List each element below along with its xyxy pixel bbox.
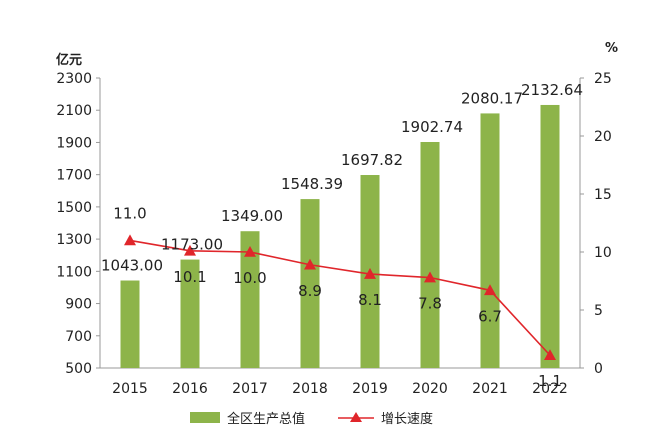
left-tick-label: 900: [65, 297, 92, 313]
left-tick-label: 2100: [56, 103, 92, 119]
left-tick-label: 700: [65, 329, 92, 345]
bar: [180, 259, 200, 368]
right-tick-label: 20: [594, 129, 612, 145]
left-tick-label: 500: [65, 361, 92, 377]
left-tick-label: 1900: [56, 135, 92, 151]
x-tick-label: 2022: [532, 381, 568, 397]
right-tick-label: 0: [594, 361, 603, 377]
x-tick-label: 2018: [292, 381, 328, 397]
bar: [300, 199, 320, 368]
right-tick-label: 5: [594, 303, 603, 319]
bar: [240, 231, 260, 368]
line-value-label: 7.8: [418, 295, 442, 313]
bar: [120, 280, 140, 368]
left-tick-label: 1300: [56, 232, 92, 248]
left-tick-label: 1500: [56, 200, 92, 216]
line-series: [124, 234, 556, 361]
x-tick-label: 2021: [472, 381, 508, 397]
growth-line: [129, 239, 551, 356]
left-tick-label: 2300: [56, 71, 92, 87]
bar-value-label: 1043.00: [101, 257, 163, 275]
legend-line-label: 增长速度: [381, 411, 433, 427]
bar: [540, 104, 560, 368]
line-point: [544, 349, 556, 361]
line-value-label: 10.0: [233, 269, 266, 287]
line-value-label: 8.1: [358, 291, 382, 309]
line-value-label: 8.9: [298, 282, 322, 300]
line-point: [364, 268, 376, 279]
legend-bar-label: 全区生产总值: [227, 411, 305, 427]
bar-value-label: 2132.64: [521, 81, 583, 99]
line-point: [484, 284, 496, 296]
legend-bar-swatch: [190, 412, 220, 423]
x-tick-label: 2016: [172, 381, 208, 397]
right-tick-label: 10: [594, 245, 612, 261]
x-tick-label: 2019: [352, 381, 388, 397]
bar-value-label: 1697.82: [341, 151, 403, 169]
line-value-label: 11.0: [113, 204, 146, 222]
bar: [420, 142, 440, 368]
axes: 5007009001100130015001700190021002300051…: [56, 41, 618, 397]
line-point: [184, 244, 196, 256]
bar-value-label: 1902.74: [401, 118, 463, 136]
data-labels: 1043.00 1173.00 1349.00 1548.39 1697.82 1902.…: [101, 81, 583, 390]
line-point: [424, 271, 436, 283]
line-value-label: 6.7: [478, 307, 502, 325]
legend-line-marker: [350, 412, 362, 422]
x-tick-label: 2017: [232, 381, 268, 397]
right-axis-unit: %: [605, 41, 618, 56]
x-tick-label: 2015: [112, 381, 148, 397]
x-tick-label: 2020: [412, 381, 448, 397]
left-tick-label: 1100: [56, 264, 92, 280]
right-tick-label: 15: [594, 187, 612, 203]
left-tick-label: 1700: [56, 168, 92, 184]
left-axis-unit: 亿元: [56, 52, 82, 68]
line-point: [244, 246, 256, 257]
line-value-label: 1.1: [538, 372, 562, 390]
line-point: [124, 234, 136, 246]
bar-series: [120, 104, 560, 368]
bar-value-label: 2080.17: [461, 89, 523, 107]
right-tick-label: 25: [594, 71, 612, 87]
legend: 全区生产总值 增长速度: [190, 411, 433, 427]
bar-value-label: 1349.00: [221, 207, 283, 225]
bar: [480, 113, 500, 368]
bar-value-label: 1548.39: [281, 175, 343, 193]
line-point: [304, 258, 316, 270]
bar-value-label: 1173.00: [161, 236, 223, 254]
line-value-label: 10.1: [173, 268, 206, 286]
